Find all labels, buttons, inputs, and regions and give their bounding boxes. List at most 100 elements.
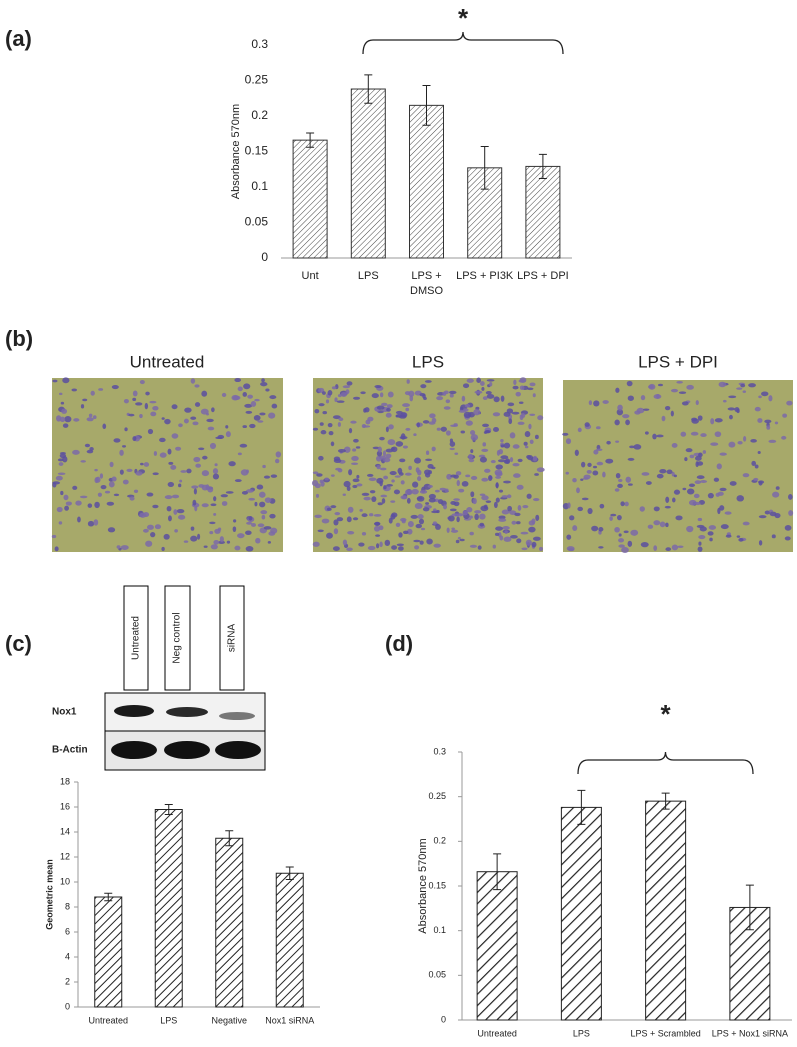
- cell: [524, 445, 529, 449]
- cell: [623, 530, 629, 534]
- cell: [678, 391, 687, 395]
- cell: [449, 393, 454, 398]
- bar: [292, 139, 328, 259]
- cell: [495, 497, 500, 503]
- cell: [106, 501, 115, 506]
- cell: [616, 408, 624, 416]
- cell: [466, 378, 474, 383]
- cell: [371, 393, 379, 399]
- cell: [173, 509, 178, 515]
- error-bar: [104, 892, 113, 902]
- cell: [52, 481, 61, 485]
- cell: [725, 534, 732, 538]
- cell: [153, 451, 158, 456]
- cell: [405, 427, 411, 431]
- cell: [615, 473, 621, 479]
- cell: [203, 545, 208, 548]
- cell: [94, 468, 98, 472]
- band: [215, 741, 261, 759]
- cell: [431, 510, 439, 514]
- cell: [259, 501, 266, 508]
- significance-bracket: [577, 751, 754, 775]
- y-tick-label: 0.05: [428, 970, 446, 980]
- x-tick-label: LPS + Scrambled: [630, 1028, 700, 1038]
- cell: [470, 430, 476, 436]
- cell: [367, 416, 374, 422]
- cell: [673, 474, 677, 478]
- cell: [446, 527, 450, 533]
- cell: [431, 446, 436, 452]
- cell: [353, 396, 361, 400]
- cell: [618, 479, 623, 483]
- cell: [428, 470, 432, 475]
- cell: [250, 401, 257, 407]
- lane-label: siRNA: [227, 624, 238, 653]
- cell: [605, 458, 614, 464]
- cell: [665, 522, 669, 528]
- cell: [79, 495, 88, 499]
- cell: [414, 457, 422, 464]
- cell: [463, 411, 472, 419]
- cell: [748, 383, 756, 388]
- cell: [490, 460, 496, 464]
- cell: [194, 384, 200, 388]
- cell: [72, 449, 80, 455]
- cell: [179, 479, 183, 483]
- cell: [274, 458, 280, 464]
- cell: [593, 400, 600, 407]
- cell: [482, 396, 488, 401]
- cell: [57, 472, 66, 475]
- cell: [493, 426, 500, 433]
- bar: [154, 809, 183, 1008]
- cell: [418, 518, 425, 525]
- cell: [386, 404, 393, 409]
- cell: [262, 464, 266, 469]
- y-tick-label: 0.25: [245, 73, 269, 87]
- cell: [239, 443, 248, 448]
- cell: [385, 448, 394, 453]
- cell: [346, 485, 351, 492]
- cell: [363, 408, 367, 413]
- cell: [411, 488, 419, 495]
- cell: [592, 465, 598, 469]
- cell: [618, 538, 625, 543]
- cell: [634, 410, 641, 415]
- cell: [514, 512, 521, 517]
- cell: [513, 379, 517, 386]
- cell: [618, 544, 625, 548]
- cell: [320, 430, 327, 435]
- cell: [576, 487, 580, 494]
- cell: [666, 469, 673, 475]
- cell: [496, 450, 501, 456]
- cell: [489, 382, 493, 387]
- cell: [375, 543, 380, 549]
- cell: [245, 489, 254, 493]
- cell: [367, 545, 376, 551]
- panel-label: (d): [385, 631, 413, 656]
- cell: [324, 477, 329, 481]
- cell: [519, 377, 527, 383]
- cell: [689, 454, 695, 459]
- cell: [120, 545, 129, 550]
- cell: [183, 540, 189, 543]
- cell: [495, 482, 499, 488]
- cell: [567, 502, 571, 509]
- cell: [470, 449, 474, 454]
- cell: [483, 504, 488, 510]
- cell: [409, 395, 414, 402]
- cell: [710, 442, 719, 446]
- cell: [640, 395, 646, 401]
- cell: [416, 422, 420, 428]
- cell: [146, 492, 154, 497]
- cell: [728, 395, 737, 399]
- cell: [145, 540, 153, 547]
- x-tick-label: LPS + DPI: [517, 270, 569, 282]
- cell: [523, 441, 528, 446]
- cell: [453, 498, 460, 501]
- cell: [520, 413, 526, 418]
- cell: [495, 471, 503, 477]
- cell: [493, 501, 498, 509]
- cell: [672, 497, 676, 503]
- cell: [468, 458, 475, 463]
- cell: [320, 481, 325, 487]
